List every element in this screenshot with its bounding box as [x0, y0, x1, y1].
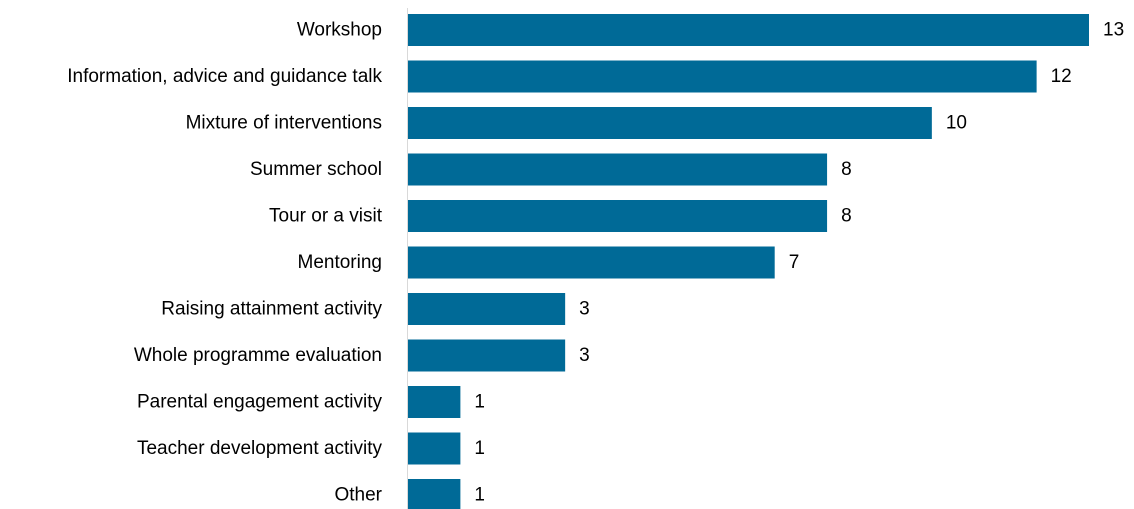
- category-label-mentoring: Mentoring: [298, 252, 383, 273]
- value-label-whole-programme-evaluation: 3: [579, 345, 590, 366]
- bar-workshop: [408, 14, 1089, 46]
- category-label-parental-engagement-activity: Parental engagement activity: [137, 392, 383, 413]
- bar-summer-school: [408, 153, 828, 186]
- bar-parental-engagement-activity: [408, 386, 461, 418]
- bar-information-advice-and-guidance-talk: [408, 60, 1037, 93]
- category-label-teacher-development-activity: Teacher development activity: [137, 438, 383, 459]
- category-label-workshop: Workshop: [297, 20, 382, 41]
- bar-whole-programme-evaluation: [408, 339, 566, 372]
- category-label-tour-or-a-visit: Tour or a visit: [269, 206, 383, 227]
- value-label-workshop: 13: [1103, 20, 1124, 41]
- value-label-teacher-development-activity: 1: [474, 438, 485, 459]
- bar-mixture-of-interventions: [408, 107, 932, 139]
- bar-raising-attainment-activity: [408, 293, 566, 325]
- category-labels-group: Workshop Information, advice and guidance…: [67, 20, 382, 506]
- value-label-information-advice-and-guidance-talk: 12: [1051, 66, 1072, 87]
- value-label-tour-or-a-visit: 8: [841, 206, 852, 227]
- bar-teacher-development-activity: [408, 432, 461, 465]
- bar-other: [408, 479, 461, 509]
- category-label-mixture-of-interventions: Mixture of interventions: [186, 113, 382, 134]
- category-label-whole-programme-evaluation: Whole programme evaluation: [134, 345, 382, 366]
- value-label-mixture-of-interventions: 10: [946, 113, 967, 134]
- category-label-raising-attainment-activity: Raising attainment activity: [161, 299, 382, 320]
- bars-group: [408, 14, 1089, 509]
- category-label-summer-school: Summer school: [250, 159, 382, 180]
- value-labels-group: 13 12 10 8 8 7 3 3 1 1 1: [474, 20, 1124, 506]
- value-label-mentoring: 7: [789, 252, 800, 273]
- category-label-information-advice-and-guidance-talk: Information, advice and guidance talk: [67, 66, 382, 87]
- value-label-parental-engagement-activity: 1: [474, 392, 485, 413]
- value-label-other: 1: [474, 485, 485, 506]
- value-label-raising-attainment-activity: 3: [579, 299, 590, 320]
- value-label-summer-school: 8: [841, 159, 852, 180]
- category-label-other: Other: [334, 485, 382, 506]
- bar-mentoring: [408, 246, 775, 279]
- bar-tour-or-a-visit: [408, 200, 828, 232]
